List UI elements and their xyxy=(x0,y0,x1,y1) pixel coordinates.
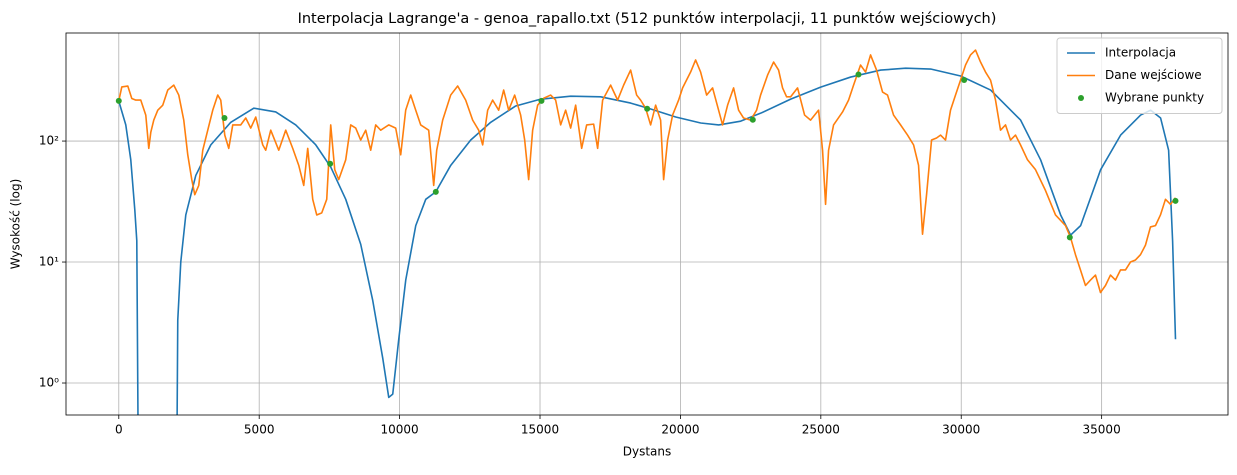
x-tick-label: 35000 xyxy=(1083,423,1121,437)
data-point xyxy=(115,97,122,104)
legend-label: Dane wejściowe xyxy=(1105,68,1202,82)
data-point xyxy=(1066,234,1073,241)
x-tick-label: 30000 xyxy=(942,423,980,437)
legend-label: Interpolacja xyxy=(1105,46,1176,60)
y-tick-label: 10¹ xyxy=(39,255,59,269)
data-point xyxy=(961,76,968,83)
x-tick-label: 10000 xyxy=(381,423,419,437)
legend-marker xyxy=(1078,95,1084,101)
data-point xyxy=(1172,197,1179,204)
axes-frame xyxy=(65,32,1229,416)
y-tick-label: 10⁰ xyxy=(39,376,59,390)
data-point xyxy=(855,71,862,78)
y-tick-label: 10² xyxy=(39,134,59,148)
series-line xyxy=(118,49,1177,294)
data-point xyxy=(749,116,756,123)
data-point xyxy=(644,105,651,112)
grid xyxy=(66,33,1228,415)
data-point xyxy=(221,115,228,122)
chart-title: Interpolacja Lagrange'a - genoa_rapallo.… xyxy=(298,11,997,27)
x-tick-label: 25000 xyxy=(802,423,840,437)
x-tick-label: 15000 xyxy=(521,423,559,437)
legend: Interpolacja Dane wejściowe Wybrane punkty xyxy=(1056,37,1223,114)
data-point xyxy=(432,188,439,195)
x-tick-label: 5000 xyxy=(244,423,275,437)
legend-box xyxy=(1056,37,1223,114)
y-axis-label: Wysokość (log) xyxy=(9,179,23,270)
x-axis-label: Dystans xyxy=(623,445,672,459)
x-tick-label: 0 xyxy=(115,423,123,437)
data-point xyxy=(327,160,334,167)
legend-label: Wybrane punkty xyxy=(1105,91,1204,105)
series-line xyxy=(118,67,1177,415)
data-point xyxy=(538,97,545,104)
x-tick-label: 20000 xyxy=(661,423,699,437)
plot-area xyxy=(115,49,1179,415)
